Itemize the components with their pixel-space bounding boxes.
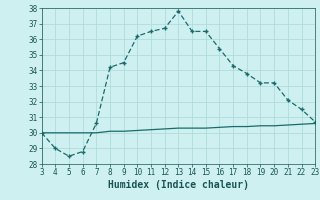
- X-axis label: Humidex (Indice chaleur): Humidex (Indice chaleur): [108, 180, 249, 190]
